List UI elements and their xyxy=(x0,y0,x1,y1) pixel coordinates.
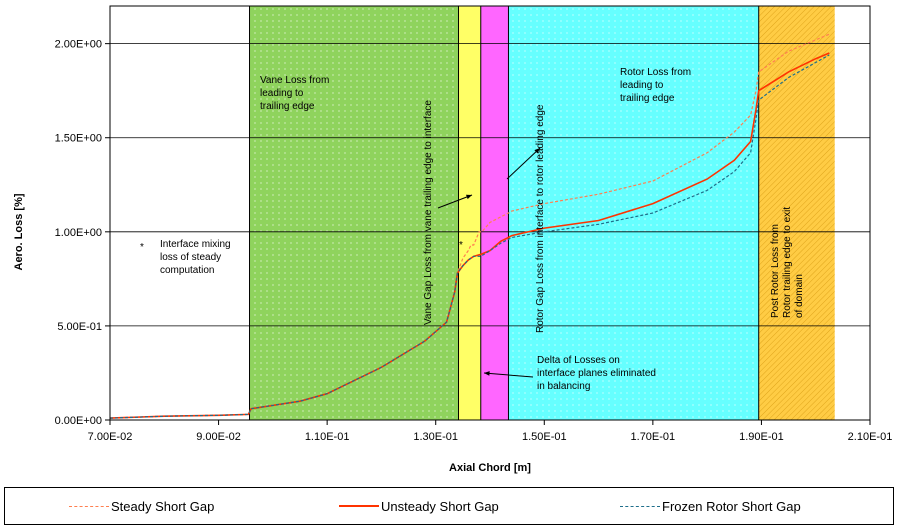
annotation-rotor-loss-line-2: trailing edge xyxy=(620,93,675,104)
region-texture-0 xyxy=(249,6,459,420)
y-tick-label-4: 2.00E+00 xyxy=(55,39,102,51)
legend: Steady Short Gap Unsteady Short Gap Froz… xyxy=(4,487,894,525)
region-1 xyxy=(458,6,481,420)
x-tick-label-5: 1.70E-01 xyxy=(631,431,676,443)
region-2 xyxy=(480,6,509,420)
y-tick-label-3: 1.50E+00 xyxy=(55,133,102,145)
legend-swatch-steady xyxy=(69,505,109,507)
x-tick-label-6: 1.90E-01 xyxy=(739,431,784,443)
interface-mixing-marker: * xyxy=(140,242,144,253)
series-line-frozen-rotor-short-gap xyxy=(109,54,830,419)
y-tick-label-0: 0.00E+00 xyxy=(55,415,102,427)
legend-swatch-unsteady xyxy=(339,505,379,507)
annotation-vane-loss-line-1: leading to xyxy=(260,88,304,99)
legend-label-frozen: Frozen Rotor Short Gap xyxy=(662,498,801,514)
x-axis-title: Axial Chord [m] xyxy=(449,462,531,474)
arrow-delta-head xyxy=(484,371,490,376)
x-tick-label-7: 2.10E-01 xyxy=(848,431,893,443)
x-tick-label-4: 1.50E-01 xyxy=(522,431,567,443)
legend-swatch-frozen xyxy=(620,505,660,507)
legend-item-unsteady: Unsteady Short Gap xyxy=(339,488,499,524)
annotation-delta-losses-line-2: in balancing xyxy=(537,381,590,392)
annotation-vane-loss-line-2: trailing edge xyxy=(260,101,315,112)
loss-regions xyxy=(249,6,835,420)
arrow-delta xyxy=(483,372,534,378)
annotation-vane-loss-line-0: Vane Loss from xyxy=(260,75,329,86)
y-axis-title: Aero. Loss [%] xyxy=(13,193,25,270)
annotation-delta-losses-line-1: interface planes eliminated xyxy=(537,368,656,379)
annotation-post-rotor-loss-line-1: Rotor trailing edge to exit xyxy=(782,207,793,318)
annotation-post-rotor-loss-line-2: of domain xyxy=(794,274,805,318)
x-tick-label-2: 1.10E-01 xyxy=(305,431,350,443)
aero-loss-chart: 7.00E-02 9.00E-02 1.10E-01 1.30E-01 1.50E-01… xyxy=(13,5,893,474)
annotation-vane-loss: Vane Loss from leading to trailing edge xyxy=(260,75,329,112)
annotation-delta-losses: Delta of Losses on interface planes elimi… xyxy=(537,355,656,392)
y-tick-label-1: 5.00E-01 xyxy=(57,321,102,333)
annotations: Vane Loss from leading to trailing edgeRot… xyxy=(140,67,805,392)
legend-item-frozen: Frozen Rotor Short Gap xyxy=(620,488,801,524)
annotation-rotor-loss: Rotor Loss from leading to trailing edge xyxy=(620,67,691,104)
legend-label-steady: Steady Short Gap xyxy=(111,498,215,514)
x-tick-label-0: 7.00E-02 xyxy=(88,431,133,443)
arrow-vane-gap-head xyxy=(466,194,472,200)
annotation-rotor-loss-line-0: Rotor Loss from xyxy=(620,67,691,78)
series-line-unsteady-short-gap xyxy=(109,52,830,419)
y-tick-label-2: 1.00E+00 xyxy=(55,227,102,239)
legend-label-unsteady: Unsteady Short Gap xyxy=(381,498,499,514)
x-tick-label-3: 1.30E-01 xyxy=(413,431,458,443)
axes: 7.00E-02 9.00E-02 1.10E-01 1.30E-01 1.50E-01… xyxy=(55,5,893,443)
annotation-interface-mixing-line-1: loss of steady xyxy=(160,252,221,263)
arrow-rotor-gap xyxy=(506,147,541,180)
annotation-rotor-gap-loss-line-0: Rotor Gap Loss from interface to rotor l… xyxy=(535,104,546,333)
annotation-interface-mixing: Interface mixing loss of steady computatio… xyxy=(160,239,231,276)
region-texture-3 xyxy=(508,6,759,420)
annotation-vane-gap-loss: Vane Gap Loss from vane trailing edge to… xyxy=(423,100,434,325)
annotation-delta-losses-line-0: Delta of Losses on xyxy=(537,355,620,366)
annotation-interface-mixing-line-2: computation xyxy=(160,265,214,276)
arrow-vane-gap xyxy=(437,194,473,209)
legend-item-steady: Steady Short Gap xyxy=(69,488,214,524)
annotation-post-rotor-loss: Post Rotor Loss fromRotor trailing edge … xyxy=(770,207,805,318)
annotation-interface-mixing-line-0: Interface mixing xyxy=(160,239,231,250)
annotation-vane-gap-loss-line-0: Vane Gap Loss from vane trailing edge to… xyxy=(423,100,434,325)
x-tick-label-1: 9.00E-02 xyxy=(196,431,241,443)
region-texture-4 xyxy=(758,6,835,420)
steady-jump-marker: * xyxy=(459,240,463,251)
series-lines xyxy=(109,33,830,419)
arrow-rotor-gap-head xyxy=(534,148,540,154)
plot-frame xyxy=(109,5,871,421)
annotation-rotor-gap-loss: Rotor Gap Loss from interface to rotor l… xyxy=(535,104,546,333)
annotation-rotor-loss-line-1: leading to xyxy=(620,80,664,91)
annotation-post-rotor-loss-line-0: Post Rotor Loss from xyxy=(770,224,781,318)
